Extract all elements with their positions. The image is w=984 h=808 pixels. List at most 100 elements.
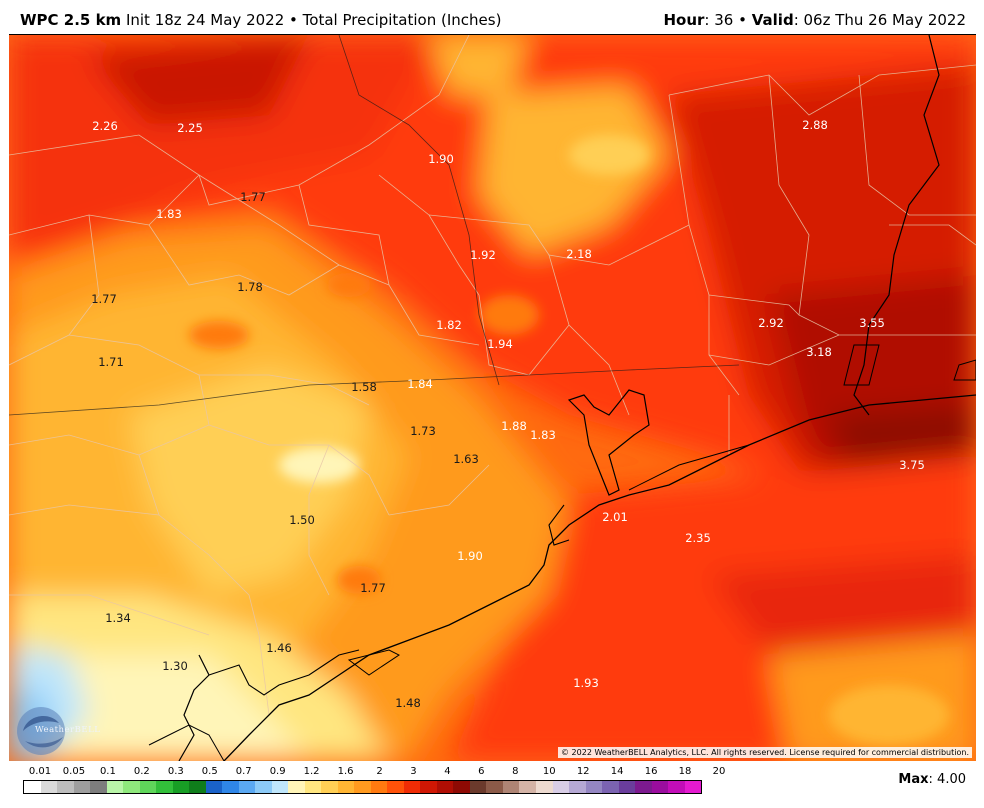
model-name: WPC 2.5 km <box>20 11 122 29</box>
title-right: Hour: 36 • Valid: 06z Thu 26 May 2022 <box>663 11 966 29</box>
legend-swatch <box>321 781 338 793</box>
legend-swatch <box>73 781 91 793</box>
value-label: 1.77 <box>91 292 117 306</box>
value-label: 2.35 <box>685 531 711 545</box>
legend-swatch <box>420 781 437 793</box>
legend-tick-label: 10 <box>542 766 556 777</box>
legend-swatch <box>635 781 652 793</box>
legend-tick-label: 2 <box>376 766 383 777</box>
legend-swatch <box>519 781 536 793</box>
legend-swatch <box>354 781 371 793</box>
legend-tick-label: 4 <box>444 766 451 777</box>
legend-swatch <box>139 781 157 793</box>
value-label: 2.25 <box>177 121 203 135</box>
logo-text: WeatherBELL <box>35 725 101 735</box>
legend-swatch <box>255 781 272 793</box>
value-label: 1.63 <box>453 452 479 466</box>
legend-tick-label: 12 <box>576 766 590 777</box>
legend-tick-label: 3 <box>410 766 417 777</box>
legend-swatch <box>106 781 124 793</box>
max-value: : 4.00 <box>928 772 966 787</box>
value-label: 1.90 <box>457 549 483 563</box>
value-label: 2.01 <box>602 510 628 524</box>
value-label: 1.83 <box>156 207 182 221</box>
color-legend <box>23 780 702 794</box>
legend-swatch <box>569 781 586 793</box>
legend-swatch <box>585 781 603 793</box>
hour-value: : 36 <box>704 11 734 29</box>
value-label: 1.83 <box>530 428 556 442</box>
legend-swatch <box>684 781 702 793</box>
bullet: • <box>738 11 747 29</box>
value-label: 1.30 <box>162 659 188 673</box>
value-label: 1.90 <box>428 152 454 166</box>
value-label: 2.92 <box>758 316 784 330</box>
legend-swatch <box>403 781 421 793</box>
legend-swatch <box>40 781 58 793</box>
product-name: Total Precipitation (Inches) <box>302 11 502 29</box>
legend-swatch <box>651 781 669 793</box>
value-label: 1.84 <box>407 377 433 391</box>
legend-swatch <box>453 781 470 793</box>
legend-tick-label: 0.9 <box>269 766 286 777</box>
value-label: 1.78 <box>237 280 263 294</box>
legend-ticks: 0.01 0.05 0.1 0.2 0.3 0.5 0.7 0.9 1.2 1.6 2 3 4 6 8 10 1… <box>20 766 726 780</box>
legend-tick-label: 14 <box>610 766 624 777</box>
legend-swatch <box>24 781 41 793</box>
logo-icon <box>17 707 65 755</box>
legend-tick-label: 0.05 <box>62 766 86 777</box>
legend-tick-label: 0.5 <box>201 766 218 777</box>
copyright-notice: © 2022 WeatherBELL Analytics, LLC. All r… <box>558 747 972 758</box>
value-label: 2.18 <box>566 247 592 261</box>
legend-swatch <box>156 781 173 793</box>
legend-swatch <box>436 781 454 793</box>
max-label: Max <box>898 772 929 787</box>
legend-swatch <box>337 781 355 793</box>
legend-tick-label: 0.01 <box>28 766 52 777</box>
valid-value: : 06z Thu 26 May 2022 <box>793 11 966 29</box>
map-fill <box>9 35 976 761</box>
value-label: 1.58 <box>351 380 377 394</box>
value-label: 2.26 <box>92 119 118 133</box>
legend-swatch <box>387 781 404 793</box>
max-readout: Max: 4.00 <box>898 772 966 787</box>
legend-tick-label: 1.2 <box>303 766 320 777</box>
legend-swatch <box>189 781 206 793</box>
legend-swatch <box>205 781 223 793</box>
legend-swatch <box>57 781 74 793</box>
hour-label: Hour <box>663 11 705 29</box>
legend-tick-label: 0.7 <box>235 766 252 777</box>
legend-swatch <box>304 781 322 793</box>
value-label: 1.93 <box>573 676 599 690</box>
legend-swatch <box>222 781 239 793</box>
value-label: 3.75 <box>899 458 925 472</box>
value-label: 3.55 <box>859 316 885 330</box>
precipitation-map[interactable]: 2.26 2.25 1.90 2.88 1.77 1.83 1.92 2.18 … <box>9 34 976 761</box>
weatherbell-logo: WeatherBELL <box>15 701 101 759</box>
legend-tick-label: 20 <box>712 766 726 777</box>
legend-swatch <box>602 781 619 793</box>
value-label: 1.34 <box>105 611 131 625</box>
legend-swatch <box>618 781 636 793</box>
legend-tick-label: 16 <box>644 766 658 777</box>
legend-swatch <box>469 781 487 793</box>
legend-swatch <box>502 781 520 793</box>
legend-swatch <box>271 781 289 793</box>
legend-swatch <box>535 781 553 793</box>
title-left: WPC 2.5 km Init 18z 24 May 2022 • Total … <box>20 11 501 29</box>
legend-tick-label: 18 <box>678 766 692 777</box>
legend-swatch <box>238 781 256 793</box>
value-label: 1.77 <box>240 190 266 204</box>
legend-tick-label: 0.1 <box>99 766 116 777</box>
legend-swatch <box>288 781 305 793</box>
legend-swatch <box>668 781 685 793</box>
legend-tick-label: 0.2 <box>133 766 150 777</box>
value-label: 1.50 <box>289 513 315 527</box>
value-label: 1.48 <box>395 696 421 710</box>
legend-swatch <box>123 781 140 793</box>
value-label: 1.94 <box>487 337 513 351</box>
value-label: 1.88 <box>501 419 527 433</box>
value-label: 1.77 <box>360 581 386 595</box>
legend-swatch <box>172 781 190 793</box>
legend-tick-label: 6 <box>478 766 485 777</box>
